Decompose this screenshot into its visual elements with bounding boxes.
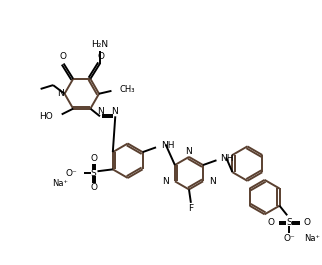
Text: HO: HO bbox=[39, 112, 53, 121]
Text: O: O bbox=[98, 52, 104, 61]
Text: O: O bbox=[268, 218, 275, 227]
Text: N: N bbox=[185, 147, 192, 156]
Text: N: N bbox=[162, 177, 169, 186]
Text: NH: NH bbox=[220, 154, 234, 163]
Text: O⁻: O⁻ bbox=[66, 169, 77, 178]
Text: N: N bbox=[98, 107, 104, 116]
Text: O⁻: O⁻ bbox=[283, 234, 295, 243]
Text: Na⁺: Na⁺ bbox=[304, 234, 320, 243]
Text: O: O bbox=[303, 218, 310, 227]
Text: O: O bbox=[59, 52, 66, 61]
Text: N: N bbox=[57, 89, 64, 98]
Text: O: O bbox=[90, 154, 97, 163]
Text: N: N bbox=[209, 177, 215, 186]
Text: O: O bbox=[90, 183, 97, 192]
Text: S: S bbox=[286, 218, 292, 227]
Text: S: S bbox=[91, 169, 97, 178]
Text: Na⁺: Na⁺ bbox=[52, 179, 68, 188]
Text: F: F bbox=[188, 204, 194, 213]
Text: N: N bbox=[111, 107, 118, 116]
Text: H₂N: H₂N bbox=[91, 40, 109, 49]
Text: CH₃: CH₃ bbox=[119, 85, 135, 94]
Text: NH: NH bbox=[161, 141, 174, 150]
